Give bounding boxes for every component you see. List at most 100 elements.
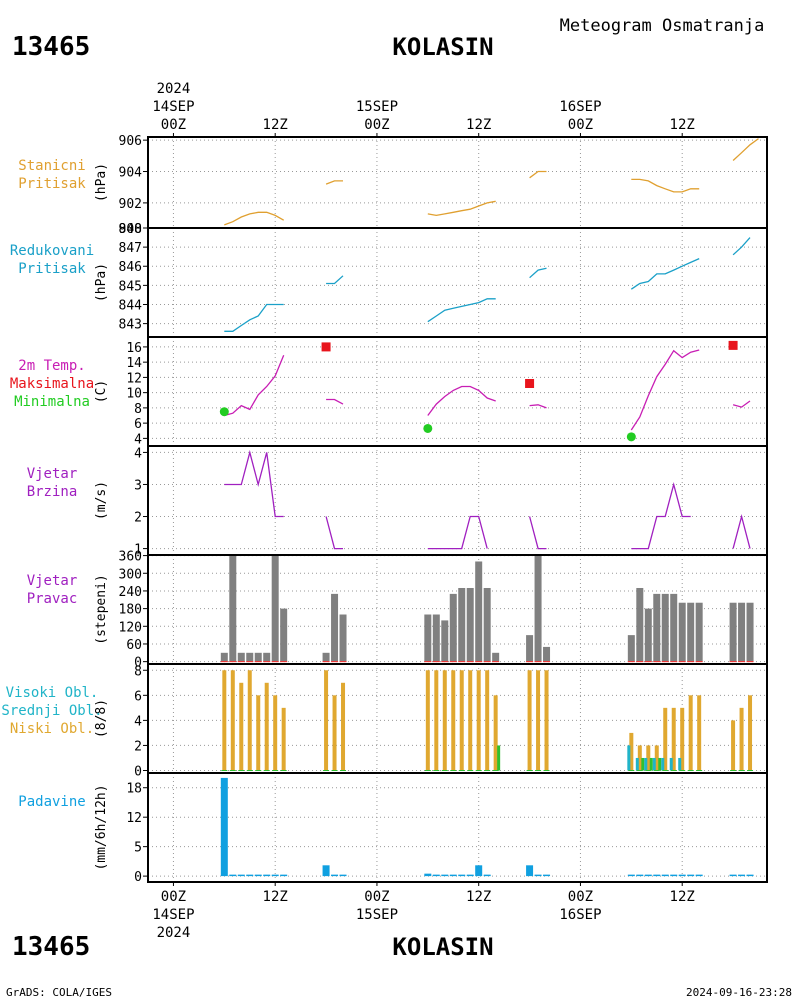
precipitation-ytick-label: 18 xyxy=(126,782,142,797)
station-pressure-ytick-label: 906 xyxy=(119,134,142,149)
precip-bar xyxy=(339,874,347,877)
precipitation-ytick-label: 12 xyxy=(126,811,142,826)
wind-direction-bar xyxy=(466,587,474,662)
cloud-low-bar xyxy=(731,720,736,771)
time-label-bottom: 00Z xyxy=(364,889,389,905)
precip-bar xyxy=(322,865,330,877)
wind-direction-bar xyxy=(322,652,330,662)
wind-direction-bar xyxy=(339,614,347,662)
reduced-pressure-line xyxy=(224,303,284,332)
clouds-ytick-label: 4 xyxy=(134,714,142,729)
wind-direction-bar xyxy=(246,652,254,662)
station-pressure-side-label: Stanicni xyxy=(18,158,85,174)
reduced-pressure-line xyxy=(732,237,751,256)
clouds-ylabel: (8/8) xyxy=(94,699,109,738)
cloud-low-bar xyxy=(425,670,430,771)
time-label-top: 12Z xyxy=(466,117,491,133)
precip-bar xyxy=(526,865,534,877)
cloud-high-bar xyxy=(678,757,682,771)
wind-speed-frame xyxy=(147,445,768,556)
cloud-high-bar xyxy=(635,757,639,771)
temperature-line xyxy=(326,398,344,405)
cloud-low-bar xyxy=(697,695,702,771)
station-pressure-frame xyxy=(147,136,768,229)
axes-layer xyxy=(143,133,768,886)
wind-direction-bar xyxy=(280,608,288,662)
cloud-low-bar xyxy=(646,745,651,771)
cloud-low-bar xyxy=(256,695,261,771)
date-label-bottom: 15SEP xyxy=(356,907,398,923)
station-name-bottom: KOLASIN xyxy=(392,933,493,961)
station-pressure-line xyxy=(631,178,700,193)
cloud-high-bar xyxy=(661,757,665,771)
wind-direction-bar xyxy=(644,608,652,662)
wind-direction-bar xyxy=(729,602,737,662)
temperature-line xyxy=(427,385,496,416)
wind-direction-bar xyxy=(449,593,457,662)
cloud-low-bar xyxy=(468,670,473,771)
temperature-ytick-label: 14 xyxy=(126,356,142,371)
cloud-low-bar xyxy=(654,745,659,771)
temperature-ytick-label: 6 xyxy=(134,417,142,432)
temperature-side-label: 2m Temp. xyxy=(18,358,85,374)
wind-direction-bar xyxy=(543,646,551,662)
cloud-low-bar xyxy=(476,670,481,771)
year-label-top: 2024 xyxy=(157,81,191,97)
wind-direction-bar xyxy=(271,555,279,662)
cloud-low-bar xyxy=(324,670,329,771)
cloud-low-bar xyxy=(536,670,541,771)
wind-speed-line xyxy=(528,516,547,550)
date-label-top: 14SEP xyxy=(152,99,194,115)
temperature-line xyxy=(224,355,285,417)
wind-direction-ytick-label: 0 xyxy=(134,656,142,671)
station-pressure-line xyxy=(529,170,547,179)
wind-direction-ytick-label: 180 xyxy=(119,603,142,618)
wind-direction-bar xyxy=(636,587,644,662)
precip-bar xyxy=(263,874,271,877)
clouds-ytick-label: 6 xyxy=(134,689,142,704)
station-name-top: KOLASIN xyxy=(392,33,493,61)
reduced-pressure-line xyxy=(427,298,496,323)
wind-speed-ytick-label: 4 xyxy=(134,446,142,461)
reduced-pressure-line xyxy=(529,267,547,279)
timestamp-text: 2024-09-16-23:28 xyxy=(686,986,792,999)
station-pressure-ytick-label: 902 xyxy=(119,197,142,212)
time-label-top: 12Z xyxy=(670,117,695,133)
wind-direction-ytick-label: 300 xyxy=(119,567,142,582)
cloud-low-bar xyxy=(451,670,456,771)
precip-bar xyxy=(449,874,457,877)
precip-bar xyxy=(280,874,288,877)
cloud-low-bar xyxy=(629,732,634,771)
precip-bar xyxy=(636,874,644,877)
min-temp-point xyxy=(626,432,636,442)
time-label-top: 00Z xyxy=(364,117,389,133)
time-label-bottom: 12Z xyxy=(466,889,491,905)
wind-direction-bar xyxy=(661,593,669,662)
wind-direction-bar xyxy=(526,635,534,662)
station-pressure-line xyxy=(732,138,759,161)
wind-direction-bar xyxy=(331,593,339,662)
clouds-side-label: Srednji Obl. xyxy=(1,703,102,719)
wind-direction-bar xyxy=(653,593,661,662)
max-temp-point xyxy=(525,378,535,388)
station-pressure-ylabel: (hPa) xyxy=(94,163,109,202)
precip-bar xyxy=(687,874,695,877)
cloud-low-bar xyxy=(239,682,244,771)
precip-bar xyxy=(254,874,262,877)
precip-bar xyxy=(653,874,661,877)
time-label-top: 12Z xyxy=(263,117,288,133)
precip-bar xyxy=(483,874,491,877)
wind-direction-bar xyxy=(678,602,686,662)
precipitation-ytick-label: 0 xyxy=(134,870,142,885)
min-temp-point xyxy=(219,407,229,417)
wind-direction-bar xyxy=(738,602,746,662)
temperature-ytick-label: 16 xyxy=(126,341,142,356)
max-temp-point xyxy=(321,342,331,352)
cloud-low-bar xyxy=(485,670,490,771)
cloud-low-bar xyxy=(748,695,753,771)
precip-bar xyxy=(738,874,746,877)
cloud-low-bar xyxy=(332,695,337,771)
station-id-bottom: 13465 xyxy=(12,932,90,962)
